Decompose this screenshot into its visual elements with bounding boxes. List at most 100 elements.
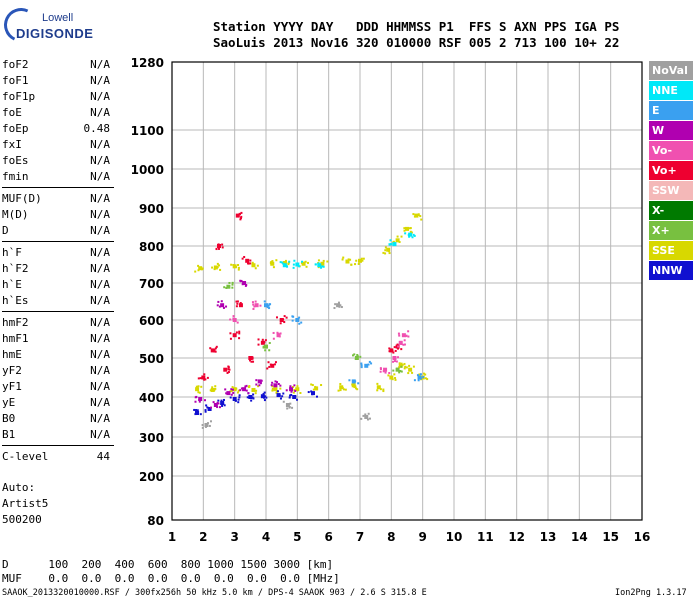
echo-point (301, 260, 304, 263)
echo-point (306, 261, 309, 264)
echo-point (396, 343, 399, 346)
echo-point (360, 366, 363, 369)
param-name: C-level (2, 450, 49, 463)
param-name: fmin (2, 170, 29, 183)
echo-point (269, 303, 272, 306)
echo-point (360, 362, 363, 365)
echo-point (232, 264, 235, 267)
x-tick-label: 8 (387, 530, 395, 544)
echo-point (403, 362, 406, 365)
echo-point (401, 364, 404, 367)
echo-point (281, 261, 284, 264)
echo-point (272, 331, 275, 334)
echo-point (238, 213, 241, 216)
param-value: N/A (90, 138, 110, 151)
echo-point (286, 407, 289, 410)
echo-point (269, 262, 272, 265)
echo-point (217, 399, 220, 402)
echo-point (230, 388, 233, 391)
echo-point (279, 387, 282, 390)
echo-point (358, 258, 362, 263)
param-row: foE N/A (2, 105, 114, 121)
echo-point (311, 393, 314, 396)
legend-item: NoVal (649, 61, 693, 80)
echo-point (290, 390, 293, 393)
echo-point (245, 384, 248, 387)
echo-point (240, 211, 243, 214)
legend-item: NNW (649, 261, 693, 280)
echo-point (252, 360, 255, 363)
echo-point (248, 356, 253, 360)
echo-point (221, 246, 224, 249)
echo-point (408, 364, 411, 367)
echo-point (271, 387, 274, 390)
param-value: N/A (90, 224, 110, 237)
echo-point (271, 385, 274, 388)
echo-point (386, 247, 391, 252)
echo-point (396, 347, 399, 350)
echo-point (354, 356, 359, 360)
echo-point (196, 388, 199, 391)
param-value: N/A (90, 58, 110, 71)
x-tick-label: 5 (293, 530, 301, 544)
param-row: C-level 44 (2, 449, 114, 465)
param-name: yF1 (2, 380, 22, 393)
echo-point (400, 362, 403, 365)
echo-point (350, 263, 353, 266)
legend-item: X+ (649, 221, 693, 240)
echo-point (303, 261, 306, 264)
param-value: 44 (96, 450, 110, 463)
param-group-separator (2, 241, 114, 242)
echo-point (198, 399, 201, 402)
echo-point (292, 263, 295, 266)
echo-point (273, 387, 278, 392)
echo-point (400, 348, 403, 351)
echo-point (394, 349, 397, 352)
echo-point (213, 268, 216, 271)
x-tick-label: 16 (634, 530, 651, 544)
echo-point (253, 264, 256, 267)
param-row: fxI N/A (2, 137, 114, 153)
echo-point (267, 304, 270, 307)
echo-point (255, 389, 258, 392)
echo-point (355, 387, 358, 390)
echo-point (271, 381, 274, 384)
echo-point (398, 334, 401, 337)
echo-point (199, 377, 202, 380)
param-row: fmin N/A (2, 169, 114, 185)
echo-point (298, 265, 301, 268)
param-name: foE (2, 106, 22, 119)
echo-point (229, 396, 232, 399)
echo-point (315, 387, 318, 390)
echo-point (310, 383, 313, 386)
echo-point (195, 409, 198, 412)
param-name: h`F2 (2, 262, 29, 275)
echo-point (408, 232, 413, 237)
echo-point (304, 260, 307, 263)
x-tick-label: 9 (418, 530, 426, 544)
echo-point (210, 348, 215, 353)
echo-point (204, 425, 207, 428)
echo-point (201, 375, 206, 380)
echo-point (231, 281, 234, 284)
echo-point (295, 262, 300, 267)
echo-point (259, 304, 262, 307)
echo-point (230, 263, 233, 266)
echo-point (235, 213, 240, 218)
echo-point (278, 395, 281, 398)
echo-point (285, 316, 288, 319)
autoscale-code: 500200 (2, 513, 42, 526)
x-tick-label: 15 (602, 530, 619, 544)
echo-point (237, 401, 240, 404)
echo-point (317, 262, 320, 265)
echo-point (414, 213, 419, 218)
echo-point (404, 232, 407, 235)
echo-point (379, 388, 382, 391)
echo-point (399, 341, 402, 344)
param-name: foEs (2, 154, 29, 167)
echo-point (349, 258, 352, 261)
echo-point (228, 281, 231, 284)
param-value: N/A (90, 208, 110, 221)
echo-point (257, 343, 260, 346)
y-tick-label: 300 (139, 431, 164, 445)
